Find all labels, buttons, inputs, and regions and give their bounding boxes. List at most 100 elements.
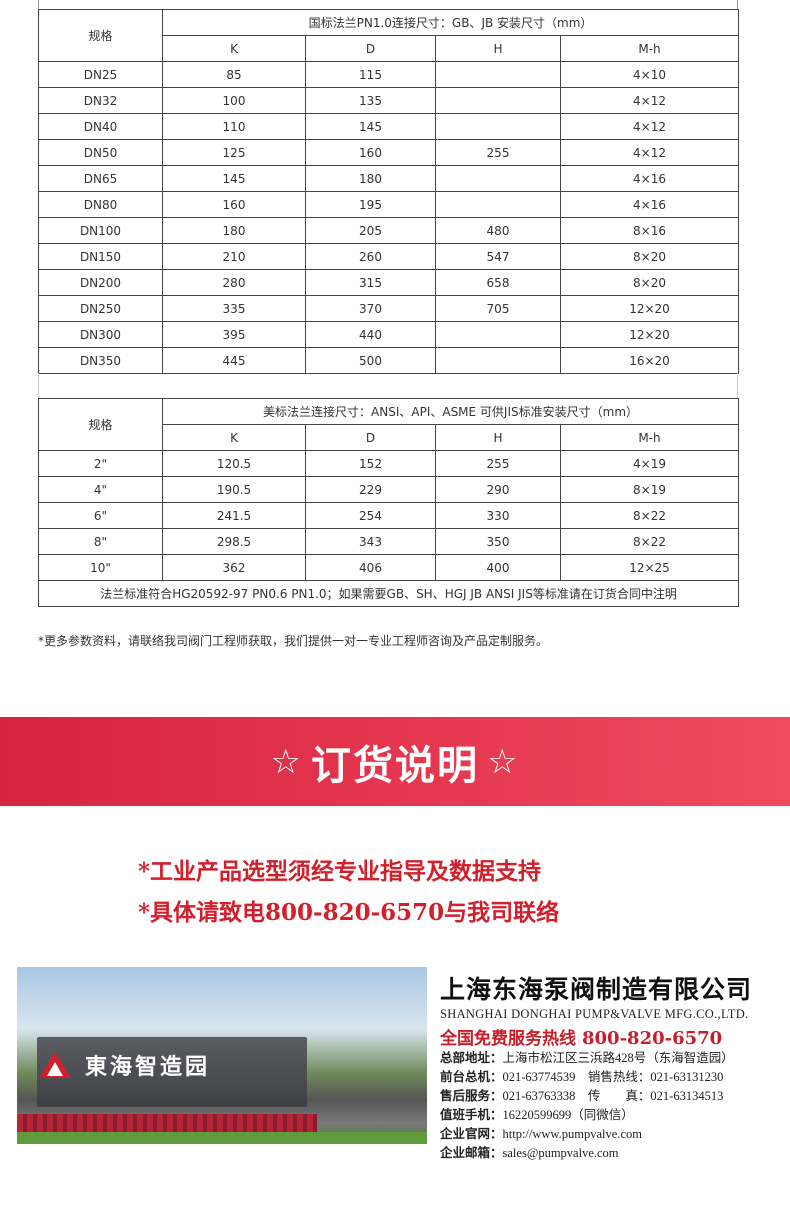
value-cell: 180 — [305, 165, 436, 192]
company-logo-icon — [39, 1052, 71, 1078]
contact-line: 售后服务：021-63763338 传 真：021-63134513 — [440, 1087, 780, 1106]
value-cell: 500 — [305, 347, 436, 374]
park-sign: 東海智造园 — [37, 1049, 210, 1081]
value-cell: 8×16 — [559, 217, 740, 244]
contact-line: 企业官网：http://www.pumpvalve.com — [440, 1125, 780, 1144]
contact-line: 总部地址：上海市松江区三浜路428号（东海智造园） — [440, 1049, 780, 1068]
order-line: *工业产品选型须经专业指导及数据支持 — [138, 858, 542, 885]
contact-label: 企业邮箱： — [440, 1146, 503, 1160]
column-header: D — [305, 35, 436, 62]
contact-label: 值班手机： — [440, 1108, 503, 1122]
table-row: DN40 110 145 4×12 — [38, 113, 740, 140]
table-row: 6" 241.5 254 330 8×22 — [38, 502, 740, 529]
company-name-cn: 上海东海泵阀制造有限公司 — [440, 975, 753, 1004]
value-cell: 280 — [162, 269, 306, 296]
spec-header: 规格 — [38, 9, 163, 62]
value-cell — [435, 191, 561, 218]
value-cell: 440 — [305, 321, 436, 348]
value-cell: 8×20 — [559, 243, 740, 270]
value-cell: 362 — [162, 554, 306, 581]
contact-value: 上海市松江区三浜路428号（东海智造园） — [502, 1051, 734, 1065]
value-cell: 160 — [162, 191, 306, 218]
value-cell: 120.5 — [162, 450, 306, 477]
value-cell: 330 — [435, 502, 561, 529]
value-cell: 370 — [305, 295, 436, 322]
value-cell: 8×22 — [559, 502, 740, 529]
value-cell: 445 — [162, 347, 306, 374]
table-row: 4" 190.5 229 290 8×19 — [38, 476, 740, 503]
star-icon: ☆ — [270, 741, 303, 782]
value-cell — [435, 321, 561, 348]
hotline-label: 全国免费服务热线 — [440, 1029, 576, 1049]
contact-value: 021-63774539 销售热线：021-63131230 — [502, 1070, 724, 1084]
spec-cell: DN200 — [38, 269, 163, 296]
value-cell: 16×20 — [559, 347, 740, 374]
value-cell: 85 — [162, 61, 306, 88]
spec-cell: DN300 — [38, 321, 163, 348]
value-cell: 180 — [162, 217, 306, 244]
banner-title: 订货说明 — [311, 742, 479, 789]
value-cell: 4×12 — [559, 113, 740, 140]
spec-cell: DN65 — [38, 165, 163, 192]
contact-value: 021-63763338 传 真：021-63134513 — [502, 1089, 724, 1103]
spec-cell: DN80 — [38, 191, 163, 218]
contact-label: 前台总机： — [440, 1070, 503, 1084]
value-cell: 290 — [435, 476, 561, 503]
previous-table-edge — [38, 0, 738, 9]
spec-cell: DN50 — [38, 139, 163, 166]
contact-label: 总部地址： — [440, 1051, 503, 1065]
contact-value[interactable]: sales@pumpvalve.com — [502, 1146, 619, 1160]
sign-wall — [37, 1037, 307, 1107]
hotline-number: 800-820-6570 — [582, 1028, 723, 1049]
spec-cell: 6" — [38, 502, 163, 529]
value-cell: 100 — [162, 87, 306, 114]
table-row: DN50 125 160 255 4×12 — [38, 139, 740, 166]
park-sign-text: 東海智造园 — [85, 1055, 211, 1080]
table-row: 2" 120.5 152 255 4×19 — [38, 450, 740, 477]
value-cell: 298.5 — [162, 528, 306, 555]
value-cell: 343 — [305, 528, 436, 555]
value-cell: 4×16 — [559, 165, 740, 192]
contact-line: 前台总机：021-63774539 销售热线：021-63131230 — [440, 1068, 780, 1087]
value-cell: 110 — [162, 113, 306, 140]
table-row: DN25 85 115 4×10 — [38, 61, 740, 88]
value-cell: 12×20 — [559, 321, 740, 348]
table-row: DN150 210 260 547 8×20 — [38, 243, 740, 270]
table-title: 美标法兰连接尺寸：ANSI、API、ASME 可供JIS标准安装尺寸（mm） — [161, 398, 740, 425]
value-cell: 160 — [305, 139, 436, 166]
value-cell: 4×16 — [559, 191, 740, 218]
value-cell: 400 — [435, 554, 561, 581]
value-cell: 350 — [435, 528, 561, 555]
contact-label: 售后服务： — [440, 1089, 503, 1103]
company-info: 上海东海泵阀制造有限公司 SHANGHAI DONGHAI PUMP&VALVE… — [440, 970, 780, 1163]
table-title: 国标法兰PN1.0连接尺寸：GB、JB 安装尺寸（mm） — [161, 9, 740, 36]
column-header: K — [162, 424, 306, 451]
value-cell: 4×12 — [559, 87, 740, 114]
value-cell: 4×19 — [559, 450, 740, 477]
column-header: M-h — [559, 424, 740, 451]
spec-cell: 8" — [38, 528, 163, 555]
value-cell — [435, 113, 561, 140]
spacer-row — [38, 373, 738, 398]
spec-header: 规格 — [38, 398, 163, 451]
value-cell: 255 — [435, 450, 561, 477]
column-header: H — [435, 35, 561, 62]
column-header: M-h — [559, 35, 740, 62]
contact-value[interactable]: http://www.pumpvalve.com — [502, 1127, 642, 1141]
contact-line: 值班手机：16220599699（同微信） — [440, 1106, 780, 1125]
table-row: DN200 280 315 658 8×20 — [38, 269, 740, 296]
value-cell: 195 — [305, 191, 436, 218]
value-cell — [435, 165, 561, 192]
value-cell — [435, 87, 561, 114]
value-cell: 547 — [435, 243, 561, 270]
contact-line: 企业邮箱：sales@pumpvalve.com — [440, 1144, 780, 1163]
value-cell: 205 — [305, 217, 436, 244]
column-header: K — [162, 35, 306, 62]
value-cell: 406 — [305, 554, 436, 581]
contact-value: 16220599699（同微信） — [502, 1108, 634, 1122]
spec-cell: DN250 — [38, 295, 163, 322]
flower-bed — [17, 1114, 317, 1134]
table-row: DN100 180 205 480 8×16 — [38, 217, 740, 244]
standards-footnote: 法兰标准符合HG20592-97 PN0.6 PN1.0；如果需要GB、SH、H… — [37, 580, 740, 607]
footnote-row: 法兰标准符合HG20592-97 PN0.6 PN1.0；如果需要GB、SH、H… — [37, 580, 740, 607]
